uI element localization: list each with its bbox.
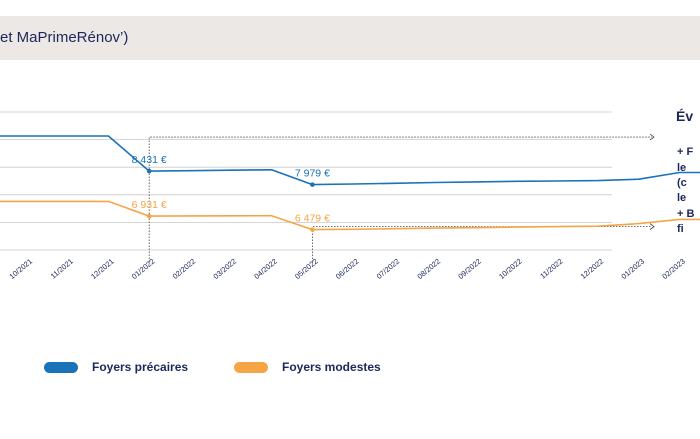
legend-swatch [44, 361, 78, 373]
data-point [310, 227, 315, 232]
grid-lines [0, 111, 612, 251]
guide-arrow [649, 223, 655, 230]
side-panel-line: (c [677, 177, 687, 189]
x-tick-label: 12/2022 [579, 257, 606, 281]
data-point [146, 213, 152, 219]
legend-swatch [234, 361, 268, 373]
x-tick-label: 11/2021 [49, 257, 75, 281]
series-points [146, 168, 315, 232]
side-panel-line: fi [677, 223, 684, 235]
data-point [146, 168, 152, 174]
x-tick-label: 03/2022 [212, 257, 239, 281]
guide-lines [148, 133, 655, 262]
side-panel-line: le [677, 192, 687, 204]
x-tick-label: 01/2023 [620, 257, 647, 281]
x-tick-label: 10/2021 [8, 257, 35, 281]
x-tick-label: 11/2022 [538, 257, 564, 281]
page-title: et MaPrimeRénov’) [0, 29, 129, 46]
x-tick-label: 10/2022 [497, 257, 524, 281]
side-panel-line: + F [677, 146, 694, 158]
data-label: 6 931 € [132, 199, 167, 211]
series-lines [0, 135, 700, 231]
x-tick-label: 05/2022 [293, 257, 320, 281]
guide-arrow [649, 133, 655, 141]
side-panel-line: le [677, 162, 687, 174]
series-line-0 [0, 135, 700, 186]
guide-line [148, 136, 652, 262]
data-point [310, 182, 315, 187]
data-labels: 8 431 €7 979 €8 382 €6 931 €6 479 €6 819… [132, 154, 330, 225]
title-band [0, 16, 700, 60]
legend-label: Foyers précaires [92, 360, 189, 374]
series-line-1 [0, 200, 700, 231]
x-tick-label: 02/2022 [171, 257, 198, 281]
side-panel-heading: Év [676, 108, 694, 124]
x-tick-label: 08/2022 [416, 257, 443, 281]
data-label: 7 979 € [295, 168, 330, 180]
x-tick-label: 02/2023 [660, 257, 687, 281]
x-tick-label: 12/2021 [89, 257, 116, 281]
x-tick-label: 04/2022 [252, 257, 279, 281]
x-tick-label: 01/2022 [130, 257, 157, 281]
data-label: 8 431 € [132, 154, 167, 166]
side-panel-line: + B [677, 208, 695, 220]
legend-item-precaires: Foyers précaires [44, 360, 188, 374]
x-tick-label: 07/2022 [375, 257, 402, 281]
x-tick-label: 09/2022 [456, 257, 483, 281]
x-tick-label: 06/2022 [334, 257, 361, 281]
guide-line [311, 226, 652, 262]
legend-label: Foyers modestes [282, 360, 381, 374]
x-tick-labels: 9/202110/202111/202112/202101/202202/202… [8, 257, 687, 281]
data-label: 6 479 € [295, 213, 330, 225]
legend-item-modestes: Foyers modestes [234, 360, 381, 374]
